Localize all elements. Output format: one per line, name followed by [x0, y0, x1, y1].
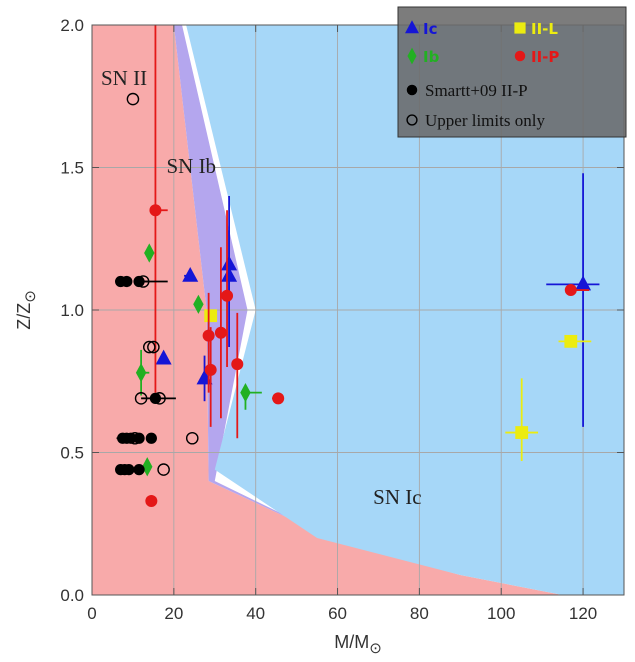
y-tick-label: 2.0	[60, 16, 84, 35]
x-tick-label: 80	[410, 604, 429, 623]
y-tick-label: 0.5	[60, 444, 84, 463]
data-point	[564, 334, 578, 348]
data-point	[144, 243, 155, 263]
data-point	[155, 349, 172, 365]
data-point	[135, 363, 147, 383]
series-ii-p	[145, 25, 590, 507]
x-tick-label: 100	[487, 604, 515, 623]
legend-label-upper-limits-only: Upper limits only	[425, 111, 545, 130]
x-axis-label: M/M⊙	[334, 632, 382, 657]
legend-label-ii-p: II-P	[531, 48, 559, 66]
legend-entry-ic: Ic	[405, 20, 437, 38]
x-tick-label: 40	[246, 604, 265, 623]
data-point	[182, 267, 199, 282]
data-point	[126, 92, 140, 106]
x-tick-label: 20	[164, 604, 183, 623]
data-point	[157, 463, 170, 476]
series-ib	[135, 243, 262, 477]
legend-entry-ib: Ib	[407, 47, 440, 66]
data-point	[221, 289, 234, 302]
legend-entry-ii-p: II-P	[514, 48, 559, 66]
data-point	[145, 432, 157, 444]
legend-marker-ib	[407, 47, 417, 65]
data-point	[133, 432, 145, 444]
data-point	[142, 457, 153, 477]
data-point	[185, 431, 199, 445]
y-axis-label: Z/Z⊙	[14, 290, 39, 330]
data-point	[149, 204, 162, 217]
series-upper-limits-only	[116, 92, 199, 476]
data-point	[240, 383, 251, 403]
legend-label-smartt-09-ii-p: Smartt+09 II-P	[425, 81, 528, 100]
legend-marker-ii-l	[514, 22, 526, 34]
data-point	[515, 426, 529, 439]
data-point	[133, 275, 145, 288]
legend-marker-ic	[405, 20, 419, 34]
x-tick-label: 60	[328, 604, 347, 623]
data-point	[153, 392, 166, 405]
data-point	[575, 275, 592, 291]
data-point	[204, 309, 218, 323]
data-point	[134, 392, 148, 405]
legend-entry-smartt-09-ii-p: Smartt+09 II-P	[406, 81, 528, 100]
data-point	[231, 358, 244, 371]
y-axis-label-sub: ⊙	[22, 290, 39, 303]
data-point	[147, 340, 160, 354]
legend-label-ic: Ic	[423, 20, 437, 38]
x-tick-label: 0	[87, 604, 96, 623]
data-point	[202, 329, 215, 342]
data-point	[221, 267, 238, 282]
legend-marker-upper-limits-only	[406, 114, 418, 126]
series-ii-l	[204, 309, 592, 462]
legend-marker-ii-p	[514, 50, 526, 62]
y-tick-label: 0.0	[60, 586, 84, 605]
data-point	[272, 392, 285, 405]
legend-marker-smartt-09-ii-p	[406, 84, 418, 96]
legend-label-ii-l: II-L	[531, 20, 558, 38]
x-tick-label: 120	[569, 604, 597, 623]
data-point	[193, 294, 204, 314]
data-point	[128, 431, 142, 445]
data-point	[214, 326, 227, 339]
data-point	[142, 340, 156, 354]
data-point	[121, 275, 133, 288]
y-tick-label: 1.5	[60, 159, 84, 178]
y-tick-label: 1.0	[60, 301, 84, 320]
data-point	[145, 494, 158, 507]
legend-label-ib: Ib	[423, 48, 440, 66]
data-point	[149, 392, 162, 404]
data-point	[136, 275, 150, 288]
x-axis-label-main: M/M	[334, 632, 369, 652]
data-point	[204, 363, 217, 376]
region-label-sn-ib: SN Ib	[166, 154, 216, 178]
data-point	[564, 284, 577, 297]
x-axis-label-sub: ⊙	[369, 640, 382, 657]
region-label-sn-ic: SN Ic	[373, 485, 421, 509]
y-axis-label-main: Z/Z	[14, 303, 34, 330]
legend-box	[397, 6, 627, 138]
legend-entry-upper-limits-only: Upper limits only	[406, 111, 545, 130]
data-point	[133, 463, 145, 476]
series-ic	[155, 173, 600, 427]
legend-entry-ii-l: II-L	[514, 20, 558, 38]
region-label-sn-ii: SN II	[101, 66, 147, 90]
